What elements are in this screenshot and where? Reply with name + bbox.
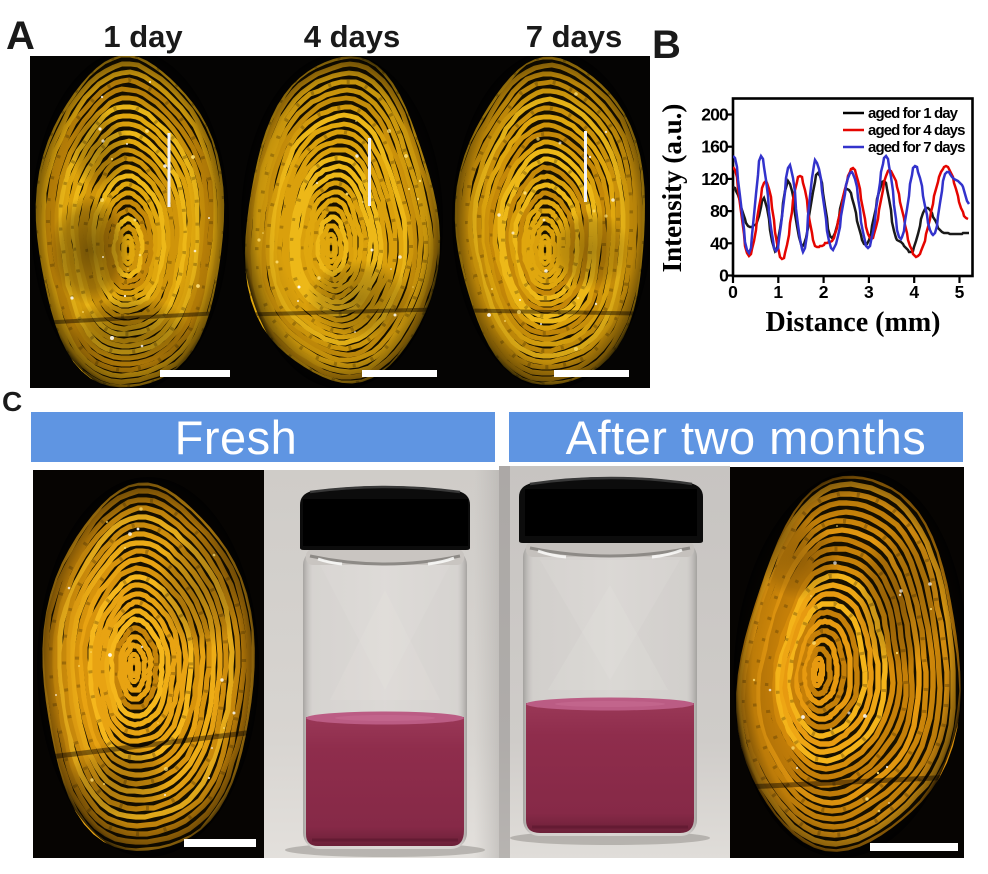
svg-text:120: 120: [701, 169, 729, 189]
svg-text:After two months: After two months: [566, 411, 927, 464]
svg-text:1 day: 1 day: [103, 19, 183, 54]
svg-text:80: 80: [710, 201, 729, 221]
svg-text:5: 5: [955, 282, 965, 302]
svg-text:0: 0: [728, 282, 738, 302]
svg-text:aged for 4 days: aged for 4 days: [868, 122, 965, 139]
svg-text:0: 0: [719, 266, 729, 286]
svg-text:40: 40: [710, 233, 729, 253]
svg-text:2: 2: [819, 282, 829, 302]
svg-text:Fresh: Fresh: [175, 411, 298, 464]
svg-text:4 days: 4 days: [304, 19, 401, 54]
svg-text:B: B: [652, 23, 681, 67]
svg-text:Intensity (a.u.): Intensity (a.u.): [657, 104, 687, 273]
svg-text:A: A: [6, 14, 35, 58]
svg-text:aged for 1 day: aged for 1 day: [868, 105, 959, 122]
svg-text:4: 4: [909, 282, 919, 302]
svg-text:1: 1: [773, 282, 783, 302]
svg-text:3: 3: [864, 282, 874, 302]
svg-text:200: 200: [701, 105, 729, 125]
svg-text:7 days: 7 days: [526, 19, 623, 54]
svg-text:C: C: [2, 386, 22, 417]
svg-text:160: 160: [701, 137, 729, 157]
svg-text:aged for 7 days: aged for 7 days: [868, 139, 965, 156]
svg-text:Distance (mm): Distance (mm): [766, 307, 941, 338]
